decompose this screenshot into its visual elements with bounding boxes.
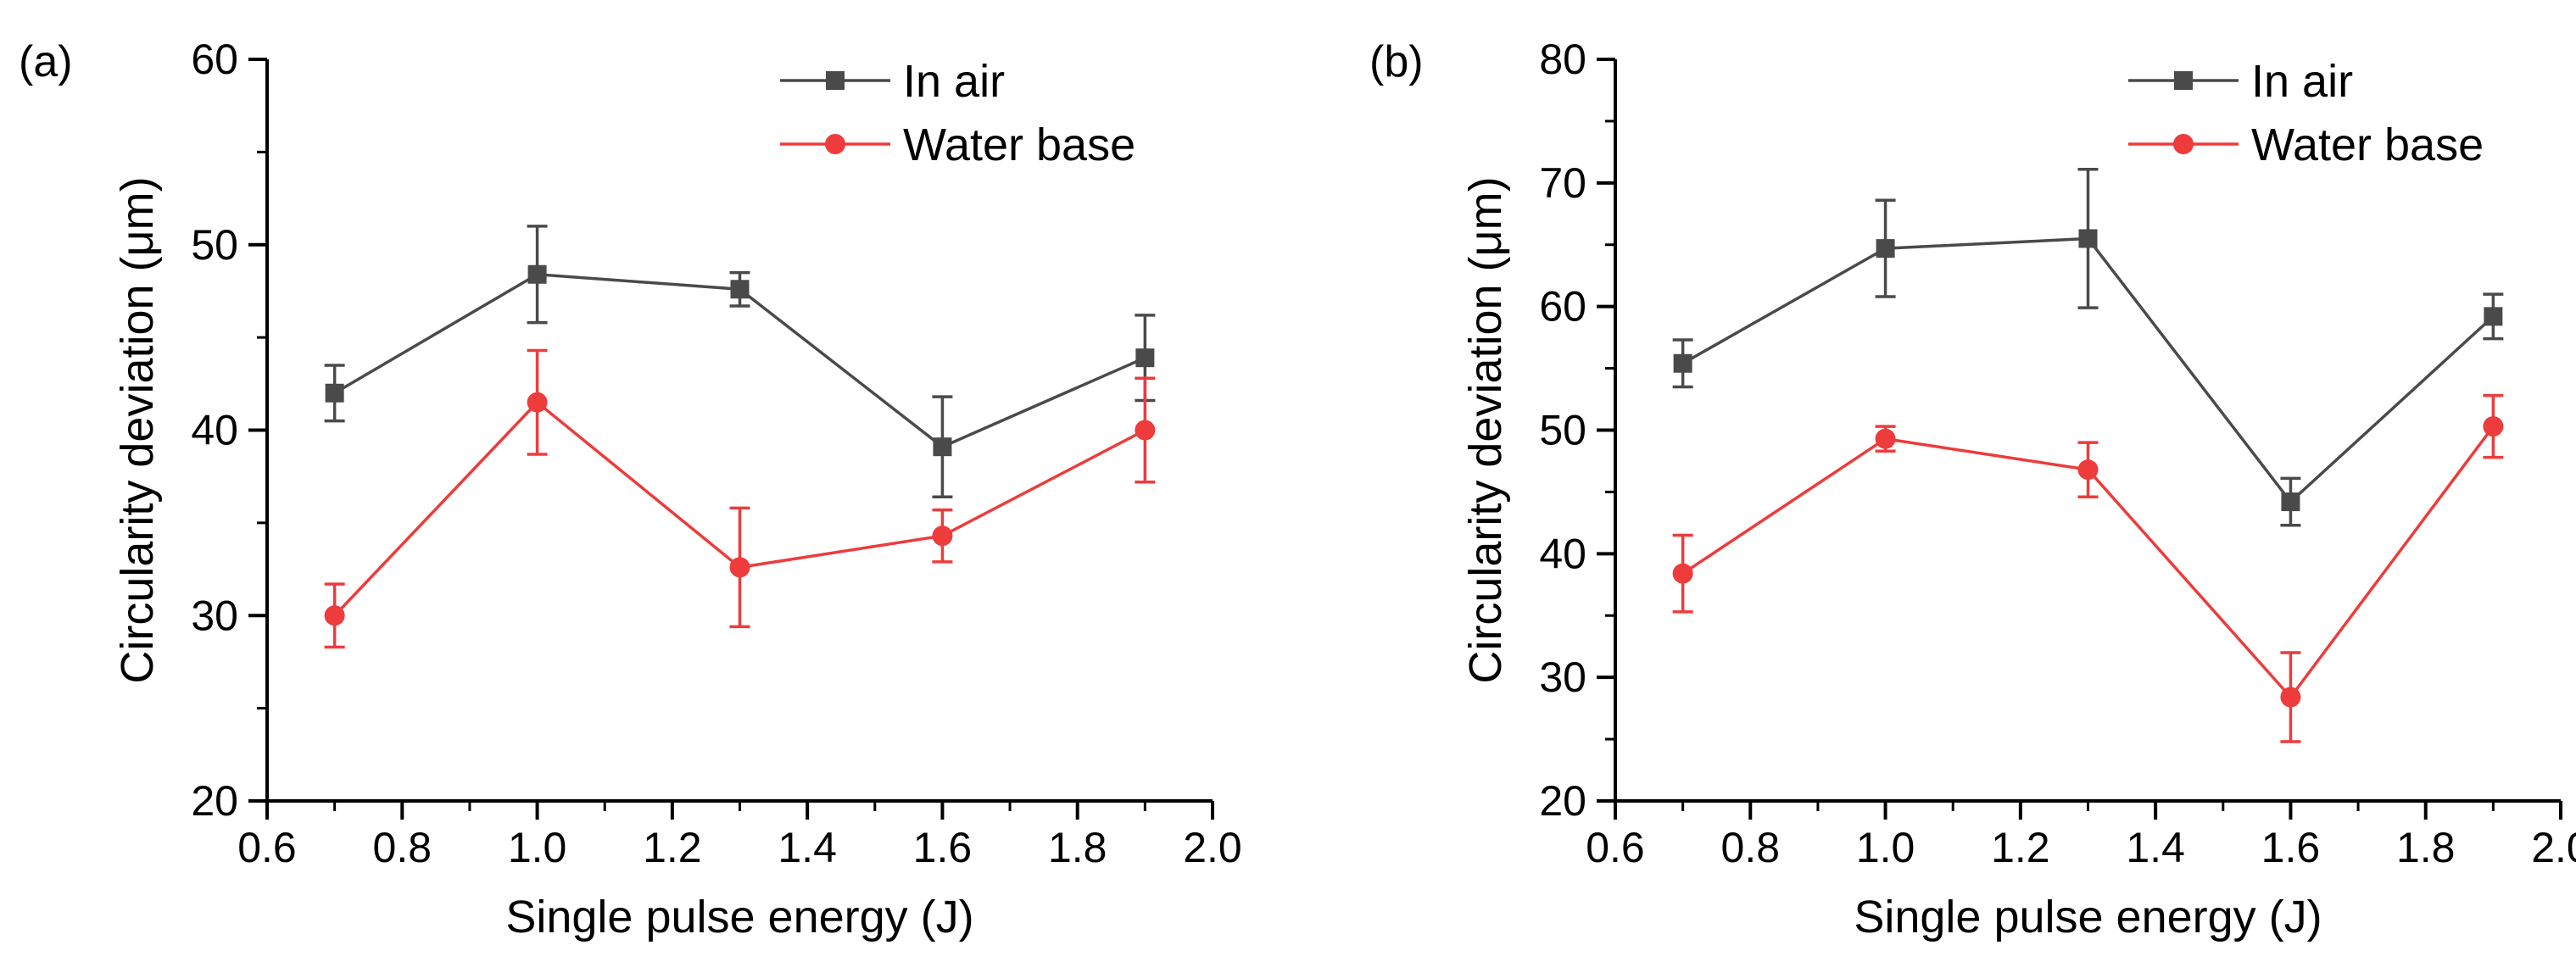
legend-marker-square xyxy=(826,71,845,90)
y-tick-label: 20 xyxy=(1539,777,1586,825)
x-axis-title: Single pulse energy (J) xyxy=(505,892,973,942)
data-point-circle xyxy=(2483,416,2504,437)
data-point-circle xyxy=(1672,563,1693,584)
x-tick-label: 0.8 xyxy=(373,824,432,871)
x-axis-title: Single pulse energy (J) xyxy=(1854,892,2322,942)
y-tick-label: 40 xyxy=(1539,530,1586,577)
data-point-circle xyxy=(1135,420,1156,441)
data-point-circle xyxy=(324,605,345,626)
x-tick-label: 1.0 xyxy=(508,824,567,871)
panel-label: (b) xyxy=(1369,37,1424,86)
data-point-square xyxy=(730,280,750,299)
y-tick-label: 30 xyxy=(1539,653,1586,701)
x-tick-label: 0.6 xyxy=(237,824,297,871)
data-point-square xyxy=(1876,239,1895,259)
panel-label: (a) xyxy=(19,37,73,86)
x-tick-label: 0.6 xyxy=(1586,824,1645,871)
x-tick-label: 2.0 xyxy=(2531,824,2576,871)
data-point-square xyxy=(1673,353,1692,373)
data-point-circle xyxy=(1875,428,1896,449)
y-tick-label: 80 xyxy=(1539,36,1586,83)
legend-marker-square xyxy=(2174,71,2193,90)
data-point-square xyxy=(527,264,547,284)
x-tick-label: 1.2 xyxy=(643,824,702,871)
x-tick-label: 1.6 xyxy=(2261,824,2321,871)
data-point-square xyxy=(2078,229,2098,248)
x-tick-label: 1.8 xyxy=(2396,824,2456,871)
data-point-circle xyxy=(527,392,548,413)
legend-marker-circle xyxy=(2173,134,2194,154)
data-point-square xyxy=(2484,307,2503,326)
legend-label: Water base xyxy=(903,120,1135,170)
y-tick-label: 40 xyxy=(191,407,238,454)
data-point-square xyxy=(2281,492,2300,512)
x-tick-label: 1.8 xyxy=(1048,824,1107,871)
data-point-square xyxy=(933,437,952,457)
y-tick-label: 50 xyxy=(1539,407,1586,454)
data-point-circle xyxy=(2077,459,2099,481)
data-point-square xyxy=(325,383,344,403)
legend-label: In air xyxy=(2251,56,2353,107)
x-tick-label: 1.6 xyxy=(913,824,973,871)
legend-marker-circle xyxy=(825,134,845,154)
y-tick-label: 60 xyxy=(1539,283,1586,331)
panel-b: (b) 0.6 0.8 1.0 1.2 1.4 1.6 1.8 2.0 20 30 40 50 60 70 8… xyxy=(1369,36,2576,942)
y-tick-label: 70 xyxy=(1539,159,1586,207)
x-tick-label: 1.2 xyxy=(1991,824,2050,871)
x-tick-label: 2.0 xyxy=(1183,824,1242,871)
legend-label: Water base xyxy=(2251,120,2484,170)
data-point-circle xyxy=(932,525,953,547)
y-tick-label: 50 xyxy=(191,221,238,269)
data-point-circle xyxy=(729,557,750,578)
x-tick-label: 0.8 xyxy=(1721,824,1781,871)
panel-a: (a) 0.6 0.8 1.0 1.2 1.4 1.6 1.8 2.0 20 30 40 50 60 Sin… xyxy=(19,36,1242,942)
data-point-square xyxy=(1135,348,1155,368)
y-tick-label: 20 xyxy=(191,777,238,825)
x-tick-label: 1.0 xyxy=(1856,824,1915,871)
x-tick-label: 1.4 xyxy=(2126,824,2185,871)
y-axis-title: Circularity deviation (μm) xyxy=(1460,176,1511,683)
legend-label: In air xyxy=(903,56,1005,107)
y-tick-label: 30 xyxy=(191,592,238,639)
y-axis-title: Circularity deviation (μm) xyxy=(112,176,163,683)
y-tick-label: 60 xyxy=(191,36,238,83)
x-tick-label: 1.4 xyxy=(778,824,837,871)
data-point-circle xyxy=(2280,687,2301,708)
